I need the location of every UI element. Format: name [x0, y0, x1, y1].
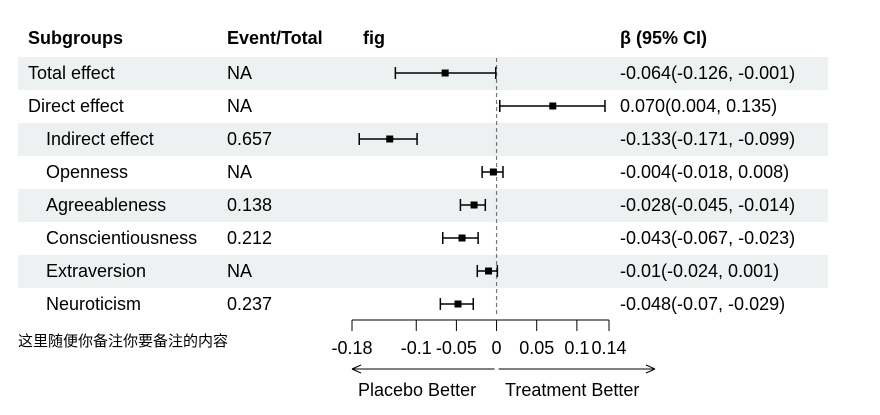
footnote: 这里随便你备注你要备注的内容 [18, 332, 229, 350]
event-total-value: 0.237 [227, 294, 273, 314]
event-total-value: NA [227, 63, 253, 83]
beta-ci-text: 0.070(0.004, 0.135) [620, 96, 778, 116]
beta-ci-text: -0.028(-0.045, -0.014) [620, 195, 796, 215]
header-event-total: Event/Total [227, 28, 323, 48]
point-estimate [489, 168, 497, 176]
beta-ci-text: -0.133(-0.171, -0.099) [620, 129, 796, 149]
event-total-value: 0.138 [227, 195, 273, 215]
table-row: Openness NA -0.004(-0.018, 0.008) [18, 156, 828, 189]
event-total-value: 0.657 [227, 129, 273, 149]
header-subgroups: Subgroups [28, 28, 123, 48]
subgroup-label: Conscientiousness [46, 228, 198, 248]
subgroup-label: Extraversion [46, 261, 147, 281]
x-tick-label: -0.1 [401, 338, 432, 358]
x-tick-label: -0.18 [331, 338, 372, 358]
x-tick-label: 0 [492, 338, 502, 358]
point-estimate [485, 267, 493, 275]
header-fig: fig [363, 28, 385, 48]
subgroup-label: Total effect [28, 63, 115, 83]
table-row: Neuroticism 0.237 -0.048(-0.07, -0.029) [18, 288, 828, 321]
point-estimate [458, 234, 466, 242]
subgroup-label: Indirect effect [46, 129, 154, 149]
subgroup-label: Direct effect [28, 96, 124, 116]
point-estimate [549, 102, 557, 110]
table-row: Indirect effect 0.657 -0.133(-0.171, -0.… [18, 123, 828, 156]
x-tick-label: 0.1 [564, 338, 589, 358]
table-row: Conscientiousness 0.212 -0.043(-0.067, -… [18, 222, 828, 255]
table-row: Agreeableness 0.138 -0.028(-0.045, -0.01… [18, 189, 828, 222]
beta-ci-text: -0.004(-0.018, 0.008) [620, 162, 790, 182]
placebo-better-label: Placebo Better [358, 380, 477, 400]
point-estimate [470, 201, 478, 209]
subgroup-label: Agreeableness [46, 195, 167, 215]
x-tick-label: 0.14 [591, 338, 626, 358]
treatment-better-label: Treatment Better [505, 380, 640, 400]
beta-ci-text: -0.048(-0.07, -0.029) [620, 294, 786, 314]
point-estimate [441, 69, 449, 77]
event-total-value: NA [227, 261, 253, 281]
arrow-right-head [645, 364, 656, 374]
point-estimate [386, 135, 394, 143]
header-beta-ci: β (95% CI) [620, 28, 708, 48]
beta-ci-text: -0.01(-0.024, 0.001) [620, 261, 780, 281]
table-row: Extraversion NA -0.01(-0.024, 0.001) [18, 255, 828, 288]
point-estimate [454, 300, 462, 308]
event-total-value: NA [227, 162, 253, 182]
event-total-value: NA [227, 96, 253, 116]
arrow-left-head [351, 364, 362, 374]
subgroup-label: Openness [46, 162, 129, 182]
x-tick-label: -0.05 [436, 338, 477, 358]
table-row: Total effect NA -0.064(-0.126, -0.001) [18, 57, 828, 90]
beta-ci-text: -0.043(-0.067, -0.023) [620, 228, 796, 248]
table-row: Direct effect NA 0.070(0.004, 0.135) [18, 90, 828, 123]
beta-ci-text: -0.064(-0.126, -0.001) [620, 63, 796, 83]
subgroup-label: Neuroticism [46, 294, 142, 314]
x-tick-label: 0.05 [519, 338, 554, 358]
event-total-value: 0.212 [227, 228, 273, 248]
